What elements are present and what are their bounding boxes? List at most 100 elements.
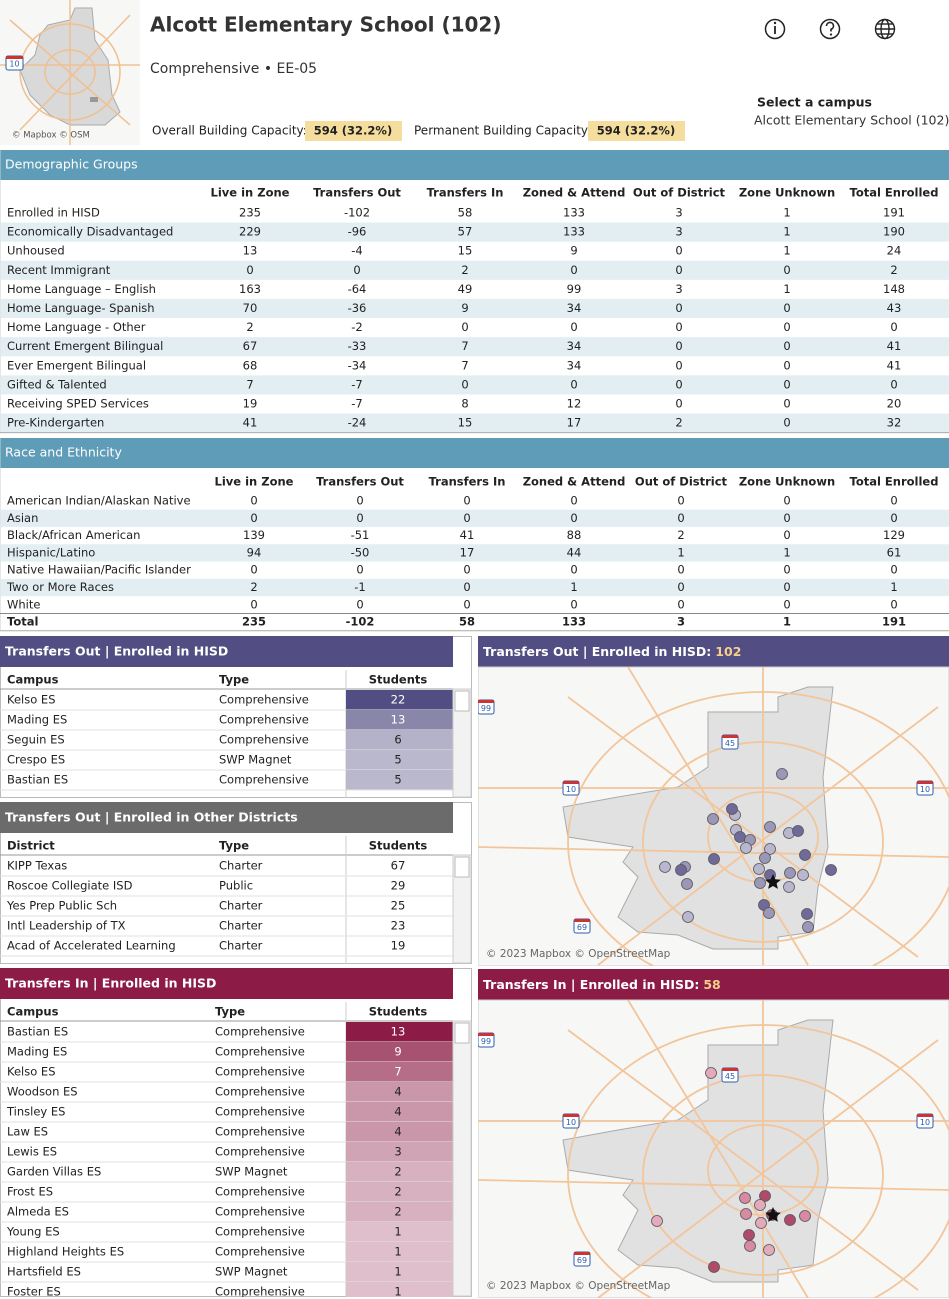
campus-dot[interactable] — [776, 768, 788, 780]
highway-shield: 10 — [566, 1118, 576, 1127]
panel-header — [0, 968, 453, 999]
cell: 41 — [460, 528, 475, 542]
campus-dot[interactable] — [708, 853, 720, 865]
campus-dot[interactable] — [708, 1261, 720, 1273]
campus-dot[interactable] — [802, 921, 814, 933]
students: 67 — [391, 859, 406, 873]
column-header: Transfers Out — [313, 186, 401, 200]
scrollbar[interactable] — [452, 1020, 472, 1297]
campus-dot[interactable] — [740, 1208, 752, 1220]
map-count: 58 — [703, 977, 720, 992]
row-label: Current Emergent Bilingual — [7, 339, 163, 353]
campus-dot[interactable] — [764, 821, 776, 833]
section-header — [0, 438, 949, 468]
campus-dot[interactable] — [754, 877, 766, 889]
students: 6 — [394, 733, 401, 747]
campus-dot[interactable] — [744, 1240, 756, 1252]
students-cell — [346, 710, 453, 730]
cell: 20 — [887, 397, 902, 411]
students-cell — [346, 1162, 453, 1182]
highway-shield: 45 — [725, 1072, 735, 1081]
campus-dot[interactable] — [797, 869, 809, 881]
page-subtitle: Comprehensive • EE-05 — [150, 61, 317, 77]
scroll-thumb[interactable] — [454, 690, 470, 712]
campus-dot[interactable] — [783, 881, 795, 893]
column-header: Students — [369, 839, 428, 853]
campus-dot[interactable] — [763, 1244, 775, 1256]
campus-dot[interactable] — [707, 813, 719, 825]
campus-dot[interactable] — [784, 867, 796, 879]
shield-top — [722, 735, 738, 738]
campus-dot[interactable] — [682, 911, 694, 923]
cell: 0 — [677, 597, 684, 611]
shield-top — [917, 781, 933, 784]
campus-dot[interactable] — [792, 825, 804, 837]
students-cell — [346, 1102, 453, 1122]
help-icon[interactable] — [819, 18, 841, 40]
cell: 133 — [562, 615, 586, 629]
shield-top — [478, 1033, 494, 1036]
cell: 0 — [246, 263, 253, 277]
cell: 57 — [458, 225, 473, 239]
campus-dot[interactable] — [764, 843, 776, 855]
column-header: District — [7, 839, 55, 853]
campus-dot[interactable] — [675, 864, 687, 876]
campus-dot[interactable] — [681, 878, 693, 890]
campus-dot[interactable] — [739, 1192, 751, 1204]
cell: 0 — [783, 339, 790, 353]
row-label: Unhoused — [7, 244, 65, 258]
cell: 0 — [677, 563, 684, 577]
cell: 229 — [239, 225, 261, 239]
students: 2 — [394, 1165, 401, 1179]
students-cell — [346, 1242, 453, 1262]
students-cell — [346, 1262, 453, 1282]
campus-dot[interactable] — [784, 1214, 796, 1226]
district-shape — [562, 1019, 834, 1283]
cell: 1 — [783, 282, 790, 296]
students-cell — [346, 1282, 453, 1297]
students: 13 — [391, 1025, 406, 1039]
cell: 0 — [463, 580, 470, 594]
campus-dot[interactable] — [759, 1190, 771, 1202]
campus-dot[interactable] — [726, 803, 738, 815]
campus-dot[interactable] — [651, 1215, 663, 1227]
cell: 148 — [883, 282, 905, 296]
cell: 0 — [461, 377, 468, 391]
scrollbar[interactable] — [452, 688, 472, 798]
campus-dot[interactable] — [825, 864, 837, 876]
campus-dot[interactable] — [740, 842, 752, 854]
campus-dot[interactable] — [705, 1067, 717, 1079]
campus-dot[interactable] — [659, 861, 671, 873]
campus-dot[interactable] — [754, 1199, 766, 1211]
map-credit: © 2023 Mapbox © OpenStreetMap — [486, 948, 671, 960]
panel-title: Transfers Out | Enrolled in Other Distri… — [5, 810, 298, 825]
map-title: Transfers In | Enrolled in HISD: 58 — [483, 977, 721, 992]
cell: -102 — [344, 206, 370, 220]
campus-dot[interactable] — [734, 831, 746, 843]
cell: 3 — [677, 615, 685, 629]
campus-dot[interactable] — [799, 849, 811, 861]
cell: 0 — [890, 511, 897, 525]
scroll-thumb[interactable] — [454, 1022, 470, 1044]
cell: -4 — [351, 244, 362, 258]
column-header: Type — [215, 1005, 245, 1019]
students: 4 — [394, 1125, 401, 1139]
highway-shield: 99 — [481, 704, 491, 713]
campus-dot[interactable] — [801, 908, 813, 920]
scroll-thumb[interactable] — [454, 856, 470, 878]
scrollbar[interactable] — [452, 854, 472, 964]
cell: 0 — [570, 597, 577, 611]
campus-dot[interactable] — [755, 1217, 767, 1229]
campus-dot[interactable] — [763, 907, 775, 919]
campus: Yes Prep Public Sch — [6, 899, 117, 913]
campus-dot[interactable] — [743, 1229, 755, 1241]
cell: 0 — [783, 494, 790, 508]
language-icon[interactable] — [874, 18, 896, 40]
campus-dot[interactable] — [753, 863, 765, 875]
cell: 41 — [243, 416, 258, 430]
cell: 67 — [243, 339, 258, 353]
campus-dot[interactable] — [799, 1210, 811, 1222]
campus-dot[interactable] — [759, 852, 771, 864]
info-icon[interactable] — [764, 18, 786, 40]
campus-select[interactable]: Alcott Elementary School (102) — [754, 113, 949, 128]
